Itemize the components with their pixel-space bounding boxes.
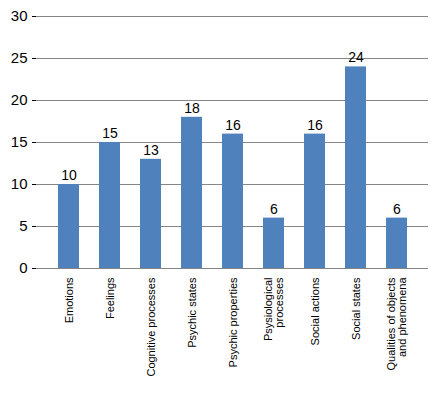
svg-text:20: 20: [11, 91, 28, 108]
svg-text:Emotions: Emotions: [63, 277, 75, 323]
svg-text:Psychic properties: Psychic properties: [227, 277, 239, 367]
svg-text:0: 0: [19, 259, 27, 276]
svg-text:6: 6: [270, 201, 278, 217]
svg-text:5: 5: [19, 217, 27, 234]
svg-text:15: 15: [11, 133, 28, 150]
svg-text:Social actions: Social actions: [309, 277, 321, 345]
svg-text:Social states: Social states: [350, 277, 362, 340]
svg-text:Psychic states: Psychic states: [186, 277, 198, 348]
svg-text:30: 30: [11, 7, 28, 24]
svg-text:15: 15: [102, 125, 118, 141]
svg-text:Qualities of objectsand phenom: Qualities of objectsand phenomena: [385, 277, 408, 371]
svg-text:Psysiologicalprocesses: Psysiologicalprocesses: [262, 277, 285, 341]
svg-text:13: 13: [143, 142, 159, 158]
svg-text:25: 25: [11, 49, 28, 66]
svg-text:Feelings: Feelings: [104, 277, 116, 319]
svg-text:24: 24: [348, 49, 364, 65]
svg-text:6: 6: [393, 201, 401, 217]
svg-text:10: 10: [61, 167, 77, 183]
svg-text:18: 18: [184, 100, 200, 116]
svg-text:10: 10: [11, 175, 28, 192]
svg-text:Cognitive processes: Cognitive processes: [145, 277, 157, 377]
svg-text:16: 16: [225, 117, 241, 133]
svg-text:16: 16: [307, 117, 323, 133]
